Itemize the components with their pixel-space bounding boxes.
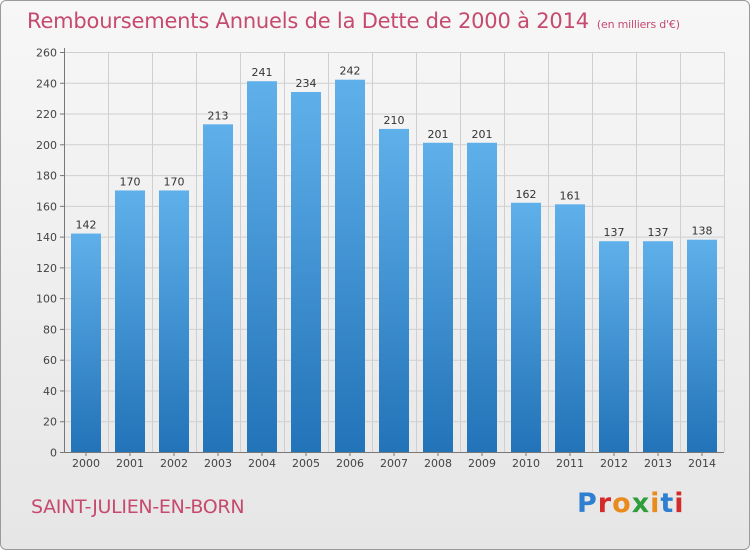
logo-letter: x — [631, 488, 651, 519]
data-label: 138 — [692, 225, 713, 238]
logo-letter: P — [577, 488, 598, 519]
x-tick-label: 2012 — [600, 457, 628, 470]
bar — [379, 128, 409, 452]
bar — [71, 233, 101, 452]
data-label: 242 — [340, 65, 361, 78]
label-layer: 142 170 170 213 241 234 242 210 201 201 162 161 137 1… — [76, 65, 713, 240]
y-tick-label: 260 — [36, 47, 57, 60]
x-tick-label: 2013 — [644, 457, 672, 470]
bar — [291, 92, 321, 452]
logo-letter: o — [612, 488, 632, 519]
bar — [423, 142, 453, 452]
chart-title: Remboursements Annuels de la Dette de 20… — [27, 9, 680, 33]
bar — [687, 239, 717, 452]
data-label: 170 — [164, 175, 185, 188]
bar — [599, 241, 629, 452]
logo-letter: i — [674, 488, 685, 519]
data-label: 201 — [428, 128, 449, 141]
proxiti-logo[interactable]: Proxiti — [577, 488, 685, 519]
bar-layer — [71, 79, 717, 453]
y-tick-label: 100 — [36, 293, 57, 306]
logo-letter: r — [597, 488, 613, 519]
data-label: 201 — [472, 128, 493, 141]
x-tick-label: 2014 — [688, 457, 716, 470]
y-tick-label: 80 — [43, 323, 57, 336]
bar — [643, 241, 673, 452]
y-tick-label: 180 — [36, 170, 57, 183]
bar — [115, 190, 145, 452]
data-label: 161 — [560, 189, 581, 202]
y-tick-label: 40 — [43, 385, 57, 398]
y-tick-label: 120 — [36, 262, 57, 275]
x-tick-label: 2009 — [468, 457, 496, 470]
bar — [467, 142, 497, 452]
x-tick-label: 2005 — [292, 457, 320, 470]
y-tick-label: 140 — [36, 231, 57, 244]
data-label: 234 — [296, 77, 317, 90]
y-tick-label: 200 — [36, 139, 57, 152]
bar — [159, 190, 189, 452]
bar — [511, 202, 541, 452]
y-tick-label: 60 — [43, 354, 57, 367]
x-tick-label: 2000 — [72, 457, 100, 470]
y-tick-label: 0 — [50, 447, 57, 460]
town-name: SAINT-JULIEN-EN-BORN — [31, 496, 245, 518]
y-tick-label: 160 — [36, 200, 57, 213]
chart-title-text: Remboursements Annuels de la Dette de 20… — [27, 9, 589, 33]
x-tick-label: 2002 — [160, 457, 188, 470]
x-tick-label: 2006 — [336, 457, 364, 470]
y-tick-label: 240 — [36, 77, 57, 90]
data-label: 213 — [208, 109, 229, 122]
axis-layer: 0 20 40 60 80 100 120 140 160 180 200 220 240 260 2000… — [36, 47, 724, 470]
x-tick-label: 2003 — [204, 457, 232, 470]
bar — [203, 124, 233, 453]
x-tick-label: 2008 — [424, 457, 452, 470]
chart-subtitle: (en milliers d'€) — [596, 18, 680, 31]
x-tick-label: 2011 — [556, 457, 584, 470]
data-label: 162 — [516, 188, 537, 201]
bar — [247, 81, 277, 452]
x-tick-label: 2004 — [248, 457, 276, 470]
logo-letter: i — [650, 488, 661, 519]
data-label: 170 — [120, 175, 141, 188]
x-tick-label: 2001 — [116, 457, 144, 470]
bar — [335, 79, 365, 452]
logo-letter: t — [660, 488, 675, 519]
bar — [555, 204, 585, 452]
data-label: 210 — [384, 114, 405, 127]
data-label: 142 — [76, 219, 97, 232]
data-label: 241 — [252, 66, 273, 79]
data-label: 137 — [604, 226, 625, 239]
x-tick-label: 2007 — [380, 457, 408, 470]
y-tick-label: 220 — [36, 108, 57, 121]
y-tick-label: 20 — [43, 416, 57, 429]
data-label: 137 — [648, 226, 669, 239]
x-tick-label: 2010 — [512, 457, 540, 470]
